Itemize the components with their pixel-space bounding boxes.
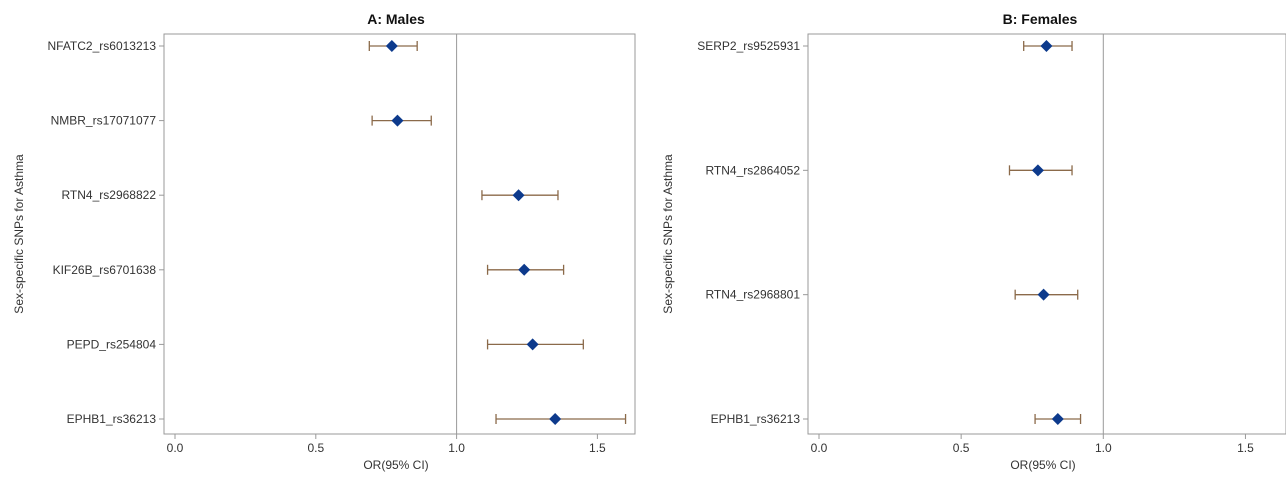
x-tick-label: 0.0 (167, 441, 184, 455)
or-point-marker (549, 413, 561, 425)
snp-label: EPHB1_rs36213 (711, 412, 801, 426)
chart-title: B: Females (1003, 11, 1078, 27)
or-point-marker (1038, 289, 1050, 301)
plot-marks: 0.0 0.5 1.0 1.5 SERP2_rs9525931 RTN4_rs286405… (697, 34, 1254, 455)
or-point-marker (1052, 413, 1064, 425)
snp-label: RTN4_rs2864052 (705, 163, 800, 177)
x-tick-label: 0.0 (811, 441, 828, 455)
x-tick-label: 1.5 (1237, 441, 1254, 455)
panel-females: B: Females Sex-specific SNPs for Asthma … (661, 11, 1286, 472)
or-point-marker (518, 264, 530, 276)
panel-males: A: Males Sex-specific SNPs for Asthma OR… (12, 11, 635, 472)
x-tick-label: 1.0 (448, 441, 465, 455)
snp-label: RTN4_rs2968822 (61, 188, 156, 202)
or-point-marker (1040, 40, 1052, 52)
x-axis-label: OR(95% CI) (1010, 458, 1075, 472)
or-point-marker (386, 40, 398, 52)
snp-label: SERP2_rs9525931 (697, 39, 800, 53)
plot-frame (164, 34, 635, 434)
x-tick-label: 1.5 (589, 441, 606, 455)
or-point-marker (527, 338, 539, 350)
or-point-marker (1032, 164, 1044, 176)
snp-label: EPHB1_rs36213 (67, 412, 157, 426)
chart-title: A: Males (367, 11, 425, 27)
snp-label: RTN4_rs2968801 (705, 288, 800, 302)
y-axis-label: Sex-specific SNPs for Asthma (661, 154, 675, 314)
y-axis-label: Sex-specific SNPs for Asthma (12, 154, 26, 314)
x-axis-label: OR(95% CI) (363, 458, 428, 472)
x-tick-label: 0.5 (307, 441, 324, 455)
snp-label: NMBR_rs17071077 (51, 114, 157, 128)
or-point-marker (391, 115, 403, 127)
snp-label: KIF26B_rs6701638 (53, 263, 157, 277)
snp-label: NFATC2_rs6013213 (47, 39, 156, 53)
snp-label: PEPD_rs254804 (67, 337, 157, 351)
x-tick-label: 0.5 (953, 441, 970, 455)
plot-frame (808, 34, 1286, 434)
plot-marks: 0.0 0.5 1.0 1.5 NFATC2_rs6013213 NMBR_rs17071… (47, 34, 625, 455)
x-tick-label: 1.0 (1095, 441, 1112, 455)
or-point-marker (513, 189, 525, 201)
